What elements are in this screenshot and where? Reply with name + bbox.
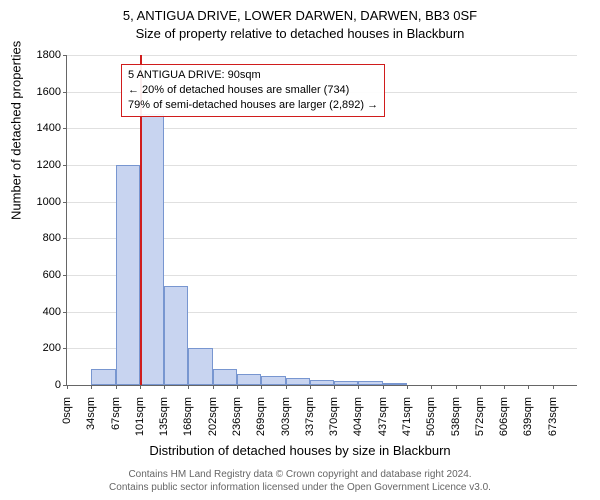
y-tick-label: 200 — [43, 342, 67, 354]
histogram-bar — [310, 380, 334, 386]
x-tick-mark — [261, 385, 262, 389]
x-tick-label: 0sqm — [61, 391, 73, 424]
x-tick-label: 673sqm — [547, 391, 559, 436]
annotation-line: ← 20% of detached houses are smaller (73… — [128, 84, 349, 96]
x-tick-mark — [310, 385, 311, 389]
histogram-bar — [383, 383, 407, 385]
x-tick-mark — [480, 385, 481, 389]
x-tick-mark — [431, 385, 432, 389]
x-tick-mark — [383, 385, 384, 389]
x-axis-label: Distribution of detached houses by size … — [0, 443, 600, 458]
x-tick-mark — [407, 385, 408, 389]
histogram-bar — [188, 348, 212, 385]
x-tick-label: 168sqm — [182, 391, 194, 436]
x-tick-label: 505sqm — [425, 391, 437, 436]
y-tick-label: 0 — [55, 379, 67, 391]
y-tick-label: 800 — [43, 232, 67, 244]
x-tick-label: 437sqm — [377, 391, 389, 436]
x-tick-label: 67sqm — [110, 391, 122, 430]
caption-line-2: Contains public sector information licen… — [109, 482, 491, 493]
x-tick-mark — [456, 385, 457, 389]
y-tick-label: 600 — [43, 269, 67, 281]
y-tick-label: 1000 — [37, 196, 67, 208]
x-tick-label: 639sqm — [522, 391, 534, 436]
x-tick-mark — [91, 385, 92, 389]
x-tick-mark — [188, 385, 189, 389]
x-tick-mark — [358, 385, 359, 389]
histogram-bar — [213, 369, 237, 386]
x-tick-label: 269sqm — [255, 391, 267, 436]
x-tick-mark — [116, 385, 117, 389]
y-tick-label: 400 — [43, 306, 67, 318]
x-tick-mark — [504, 385, 505, 389]
x-tick-mark — [286, 385, 287, 389]
chart-plot-area: 0200400600800100012001400160018000sqm34s… — [66, 55, 577, 386]
x-tick-label: 572sqm — [474, 391, 486, 436]
histogram-bar — [334, 381, 358, 385]
histogram-bar — [116, 165, 140, 385]
y-tick-label: 1400 — [37, 122, 67, 134]
histogram-bar — [261, 376, 285, 385]
x-tick-mark — [334, 385, 335, 389]
x-tick-label: 303sqm — [280, 391, 292, 436]
x-tick-mark — [67, 385, 68, 389]
histogram-bar — [237, 374, 261, 385]
y-tick-label: 1800 — [37, 49, 67, 61]
x-tick-label: 101sqm — [134, 391, 146, 436]
chart-caption: Contains HM Land Registry data © Crown c… — [0, 468, 600, 494]
chart-subtitle: Size of property relative to detached ho… — [0, 26, 600, 41]
histogram-bar — [140, 114, 164, 385]
x-tick-label: 606sqm — [498, 391, 510, 436]
x-tick-mark — [140, 385, 141, 389]
x-tick-label: 370sqm — [328, 391, 340, 436]
x-tick-label: 538sqm — [450, 391, 462, 436]
histogram-bar — [286, 378, 310, 385]
annotation-line: 5 ANTIGUA DRIVE: 90sqm — [128, 69, 261, 81]
histogram-bar — [164, 286, 188, 385]
x-tick-label: 202sqm — [207, 391, 219, 436]
caption-line-1: Contains HM Land Registry data © Crown c… — [128, 469, 471, 480]
histogram-bar — [91, 369, 115, 386]
x-tick-label: 404sqm — [352, 391, 364, 436]
x-tick-mark — [528, 385, 529, 389]
x-tick-label: 135sqm — [158, 391, 170, 436]
x-tick-mark — [213, 385, 214, 389]
x-tick-mark — [164, 385, 165, 389]
x-tick-label: 34sqm — [85, 391, 97, 430]
chart-title: 5, ANTIGUA DRIVE, LOWER DARWEN, DARWEN, … — [0, 8, 600, 23]
y-tick-label: 1600 — [37, 86, 67, 98]
x-tick-mark — [553, 385, 554, 389]
annotation-box: 5 ANTIGUA DRIVE: 90sqm ← 20% of detached … — [121, 64, 385, 117]
y-tick-label: 1200 — [37, 159, 67, 171]
x-tick-label: 337sqm — [304, 391, 316, 436]
histogram-bar — [358, 381, 382, 385]
y-axis-label: Number of detached properties — [9, 41, 24, 220]
x-tick-label: 236sqm — [231, 391, 243, 436]
annotation-line: 79% of semi-detached houses are larger (… — [128, 99, 378, 111]
gridline-h — [67, 55, 577, 56]
x-tick-mark — [237, 385, 238, 389]
x-tick-label: 471sqm — [401, 391, 413, 436]
